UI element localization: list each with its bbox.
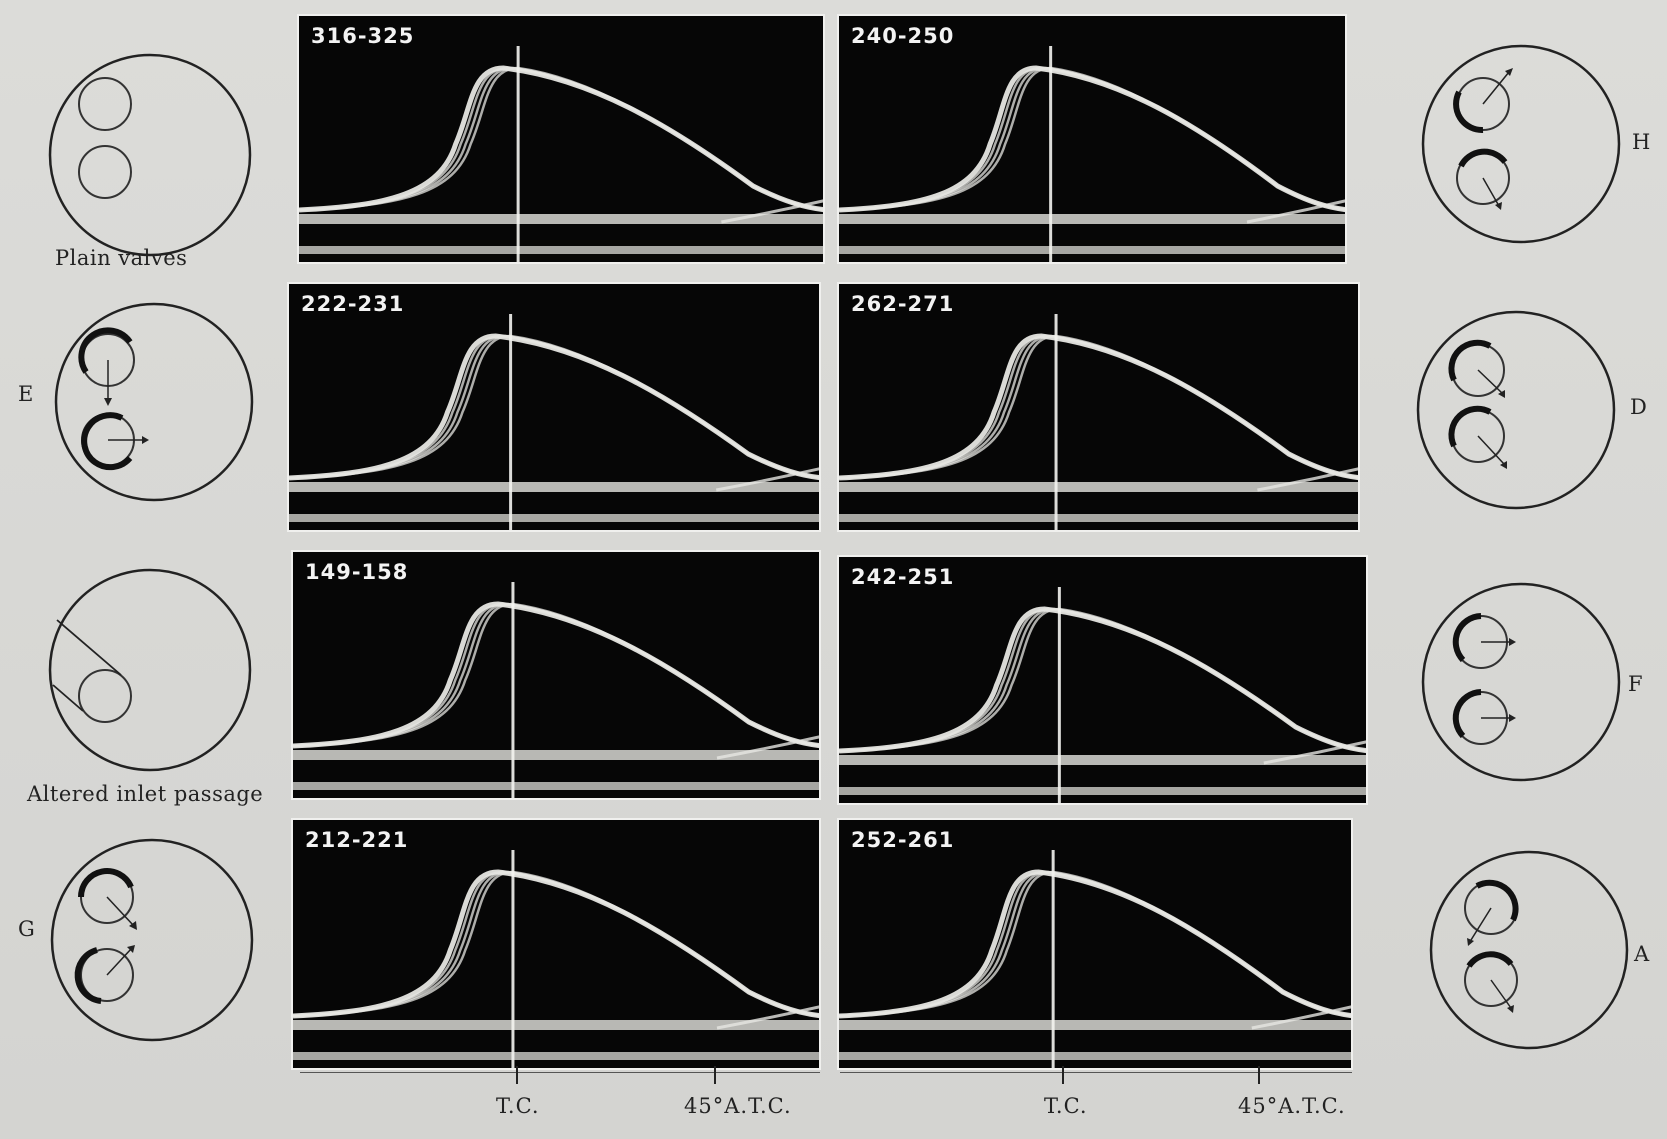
config-letter-g: G <box>18 917 35 941</box>
oscillogram-panel: 262-271 <box>837 282 1360 532</box>
run-number-label: 262-271 <box>851 292 955 316</box>
pressure-trace <box>293 850 819 1068</box>
config-letter-f: F <box>1628 672 1643 696</box>
oscillogram-panel: 252-261 <box>837 818 1353 1070</box>
config-letter-d: D <box>1630 395 1647 419</box>
run-number-label: 212-221 <box>305 828 409 852</box>
right-atc-label: 45°A.T.C. <box>1238 1094 1346 1118</box>
run-number-label: 316-325 <box>311 24 415 48</box>
oscillogram-panel: 149-158 <box>291 550 821 800</box>
left-axis-line <box>300 1072 820 1073</box>
shrouded-valves-diagram-f <box>1421 582 1621 782</box>
altered-inlet-diagram <box>48 568 252 772</box>
oscillogram-panel: 222-231 <box>287 282 821 532</box>
run-number-label: 242-251 <box>851 565 955 589</box>
left-atc-tick <box>714 1066 716 1084</box>
pressure-trace <box>839 850 1351 1068</box>
right-axis-line <box>840 1072 1352 1073</box>
run-number-label: 222-231 <box>301 292 405 316</box>
config-letter-a: A <box>1634 942 1650 966</box>
pressure-trace <box>293 582 819 798</box>
shrouded-valves-diagram-a <box>1429 850 1629 1050</box>
oscillogram-panel: 240-250 <box>837 14 1347 264</box>
right-atc-tick <box>1258 1066 1260 1084</box>
pressure-trace <box>289 314 819 530</box>
right-tc-label: T.C. <box>1044 1094 1088 1118</box>
shrouded-valves-diagram-g <box>50 838 254 1042</box>
altered-inlet-caption: Altered inlet passage <box>27 782 264 806</box>
oscillogram-panel: 242-251 <box>837 555 1368 805</box>
plain-valves-diagram <box>48 53 252 257</box>
shrouded-valves-diagram-e <box>54 302 254 502</box>
oscillogram-panel: 212-221 <box>291 818 821 1070</box>
left-atc-label: 45°A.T.C. <box>684 1094 792 1118</box>
pressure-trace <box>839 46 1345 262</box>
run-number-label: 149-158 <box>305 560 409 584</box>
config-letter-e: E <box>18 382 34 406</box>
plain-valves-caption: Plain valves <box>55 246 188 270</box>
shrouded-valves-diagram-d <box>1416 310 1616 510</box>
run-number-label: 240-250 <box>851 24 955 48</box>
run-number-label: 252-261 <box>851 828 955 852</box>
shrouded-valves-diagram-h <box>1421 44 1621 244</box>
pressure-trace <box>839 314 1358 530</box>
pressure-trace <box>839 587 1366 803</box>
right-tc-tick <box>1062 1066 1064 1084</box>
left-tc-tick <box>516 1066 518 1084</box>
config-letter-h: H <box>1632 130 1651 154</box>
left-tc-label: T.C. <box>496 1094 540 1118</box>
oscillogram-panel: 316-325 <box>297 14 825 264</box>
pressure-trace <box>299 46 823 262</box>
